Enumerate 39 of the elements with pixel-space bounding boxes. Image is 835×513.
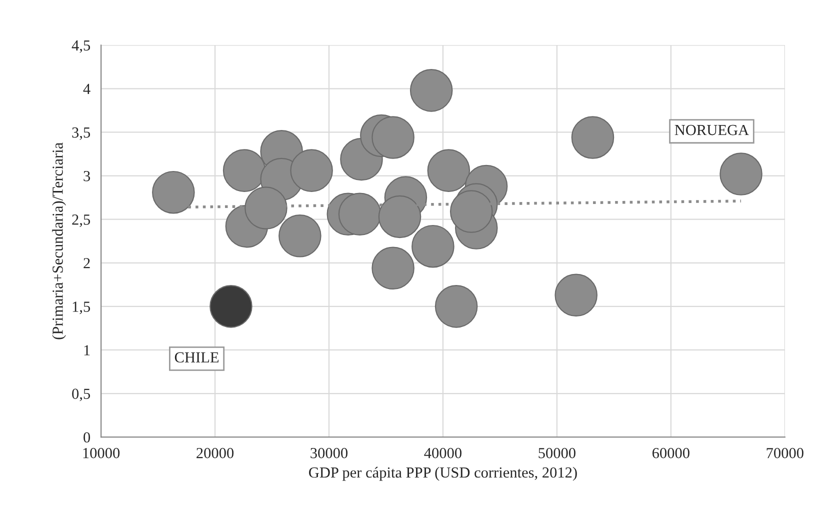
point xyxy=(152,170,195,214)
x-tick-label: 70000 xyxy=(766,448,804,458)
point xyxy=(554,274,598,316)
y-tick-label: 2 xyxy=(84,258,90,268)
point xyxy=(410,69,453,112)
point xyxy=(372,246,414,290)
point xyxy=(571,116,614,159)
y-tick-label: 1 xyxy=(84,345,90,356)
y-tick-label: 1,5 xyxy=(72,302,90,314)
y-tick-label: 0,5 xyxy=(72,388,90,402)
y-tick-label: 0 xyxy=(84,432,90,443)
point xyxy=(450,190,493,233)
point xyxy=(720,152,762,196)
y-axis-title: (Primaria+Secundaria)/Terciaria xyxy=(52,142,66,340)
x-tick-label: 10000 xyxy=(83,448,120,458)
y-tick-label: 3,5 xyxy=(72,127,90,140)
x-axis-title: GDP per cápita PPP (USD corrientes, 2012) xyxy=(309,466,577,481)
point xyxy=(222,149,266,192)
point xyxy=(278,214,322,258)
x-tick-label: 30000 xyxy=(310,448,348,458)
point xyxy=(412,224,454,268)
y-tick-label: 2,5 xyxy=(72,214,90,227)
point xyxy=(434,285,478,328)
y-tick-label: 3 xyxy=(84,170,90,182)
y-tick-label: 4,5 xyxy=(72,40,90,53)
x-tick-label: 20000 xyxy=(196,448,234,458)
x-tick-label: 40000 xyxy=(424,448,462,458)
point xyxy=(290,149,333,192)
point xyxy=(244,186,288,230)
y-tick-label: 4 xyxy=(83,84,90,94)
point xyxy=(210,285,252,328)
annotation: CHILE xyxy=(174,352,219,363)
x-tick-label: 50000 xyxy=(538,448,576,458)
point xyxy=(338,192,382,236)
point xyxy=(378,195,422,238)
annotation: NORUEGA xyxy=(674,124,749,136)
point xyxy=(427,149,470,192)
x-tick-label: 60000 xyxy=(652,448,690,458)
point xyxy=(372,116,414,159)
